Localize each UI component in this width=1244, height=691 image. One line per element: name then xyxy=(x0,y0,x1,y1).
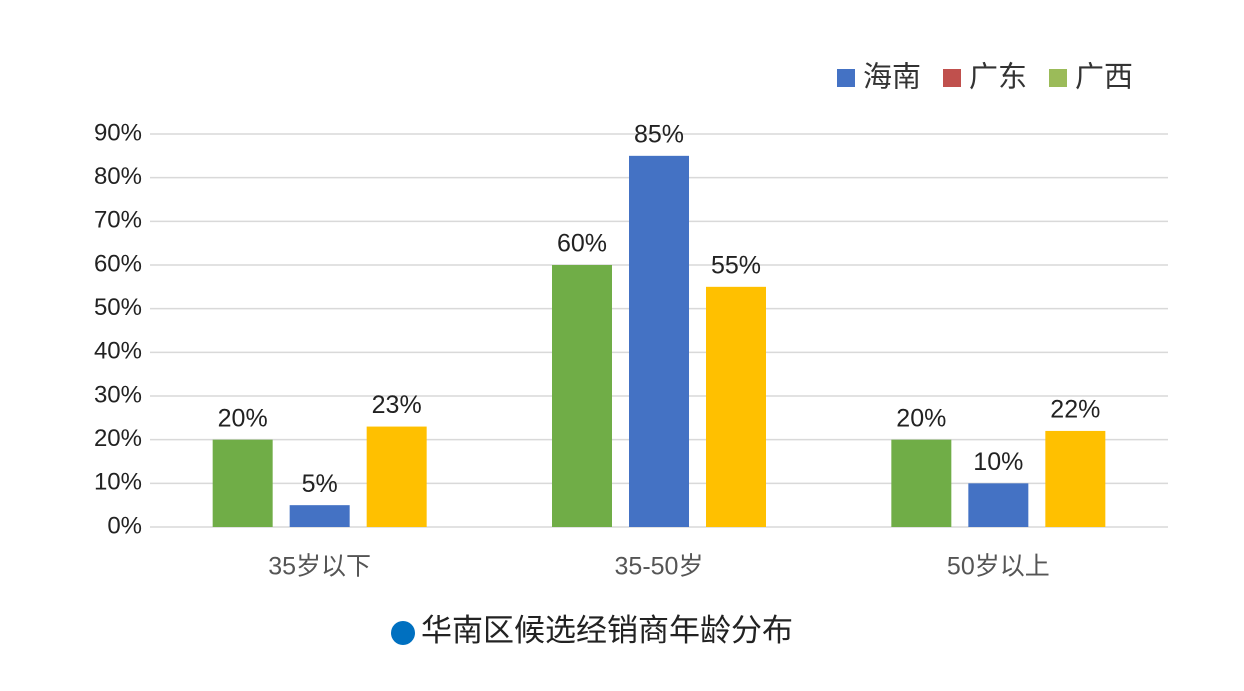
value-label: 20% xyxy=(896,404,946,432)
legend-swatch xyxy=(1049,69,1067,87)
bar xyxy=(289,505,350,527)
bar xyxy=(1045,430,1106,527)
legend-swatch xyxy=(943,69,961,87)
chart-title: 华南区候选经销商年龄分布 xyxy=(421,613,793,648)
title-dot xyxy=(391,621,415,645)
bar xyxy=(968,483,1029,527)
y-tick-label: 80% xyxy=(94,163,142,190)
value-label: 23% xyxy=(372,391,422,419)
y-tick-label: 30% xyxy=(94,381,142,408)
y-tick-label: 50% xyxy=(94,294,142,321)
value-label: 10% xyxy=(973,448,1023,476)
value-label: 55% xyxy=(711,251,761,279)
legend-label: 广西 xyxy=(1075,61,1133,94)
value-label: 5% xyxy=(302,470,338,498)
legend-label: 海南 xyxy=(863,61,921,94)
bar xyxy=(212,439,273,527)
y-tick-label: 70% xyxy=(94,207,142,234)
y-tick-label: 20% xyxy=(94,425,142,452)
legend-swatch xyxy=(837,69,855,87)
value-label: 85% xyxy=(634,120,684,148)
y-tick-label: 10% xyxy=(94,469,142,496)
bar xyxy=(706,286,766,527)
bar xyxy=(366,426,427,527)
y-tick-label: 60% xyxy=(94,250,142,277)
value-label: 20% xyxy=(218,404,268,432)
bar xyxy=(891,439,952,527)
y-tick-label: 40% xyxy=(94,338,142,365)
value-label: 22% xyxy=(1050,396,1100,424)
value-label: 60% xyxy=(557,230,607,258)
x-tick-label: 50岁以上 xyxy=(947,553,1050,581)
bar xyxy=(629,155,689,528)
x-tick-label: 35岁以下 xyxy=(268,553,371,581)
y-tick-label: 90% xyxy=(94,119,142,146)
legend-label: 广东 xyxy=(969,61,1027,94)
y-tick-label: 0% xyxy=(107,512,142,539)
x-tick-label: 35-50岁 xyxy=(615,553,704,581)
bar xyxy=(552,265,612,527)
